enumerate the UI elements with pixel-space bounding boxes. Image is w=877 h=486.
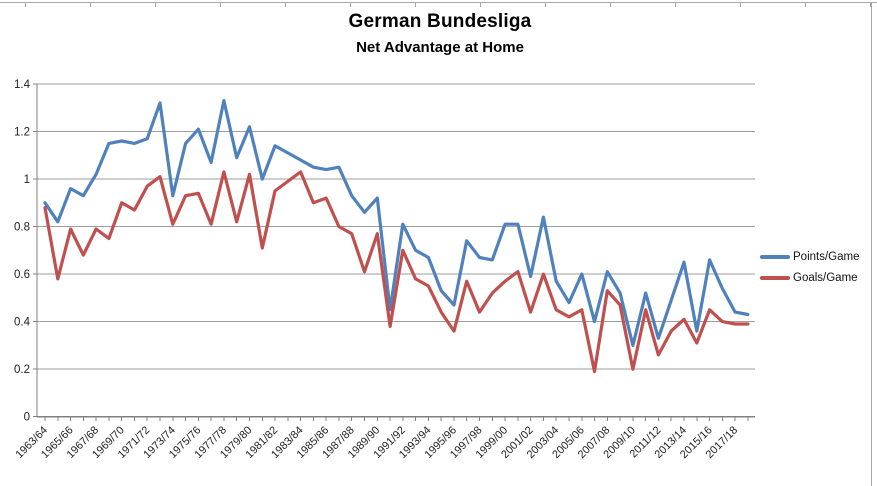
legend-label: Points/Game — [793, 251, 860, 263]
spreadsheet-row-gridline — [0, 2, 877, 3]
points-per-game-series-line[interactable] — [43, 98, 750, 347]
svg-text:0.6: 0.6 — [14, 269, 30, 281]
chart-subtitle[interactable]: Net Advantage at Home — [356, 39, 524, 56]
spreadsheet-column-stub — [805, 2, 806, 7]
svg-text:1.4: 1.4 — [14, 79, 31, 91]
spreadsheet-column-gridline — [871, 2, 872, 486]
svg-text:1: 1 — [24, 174, 30, 186]
spreadsheet-column-stub — [740, 2, 741, 7]
chart-title[interactable]: German Bundesliga — [348, 11, 532, 32]
legend-label: Goals/Game — [793, 272, 858, 284]
svg-text:0.8: 0.8 — [14, 222, 30, 234]
points-series-swatch — [760, 255, 790, 259]
svg-text:0: 0 — [24, 412, 30, 424]
spreadsheet-column-stub — [610, 2, 611, 7]
gridlines — [37, 83, 755, 418]
y-axis-ticks-and-labels: 0 0.2 0.4 0.6 0.8 1 1.2 1.4 — [14, 79, 37, 424]
spreadsheet-column-stub — [285, 2, 286, 7]
svg-text:0.4: 0.4 — [14, 317, 31, 329]
x-axis-labels: 1963/641965/661967/681969/701971/721973/… — [14, 424, 741, 461]
spreadsheet-column-stub — [220, 2, 221, 7]
spreadsheet-column-stub — [350, 2, 351, 7]
spreadsheet-column-stub — [545, 2, 546, 7]
spreadsheet-column-stub — [25, 2, 26, 7]
goals-series-swatch — [760, 276, 790, 280]
legend-item-goals-per-game[interactable]: Goals/Game — [760, 272, 870, 284]
chart-legend: Points/Game Goals/Game — [760, 251, 870, 284]
spreadsheet-column-stub — [480, 2, 481, 7]
goals-per-game-series-line[interactable] — [43, 170, 750, 374]
spreadsheet-column-stub — [90, 2, 91, 7]
x-axis-ticks — [44, 416, 749, 422]
svg-text:0.2: 0.2 — [14, 364, 30, 376]
spreadsheet-column-stub — [155, 2, 156, 7]
spreadsheet-column-stub — [675, 2, 676, 7]
spreadsheet-column-stub — [870, 2, 871, 7]
svg-text:1.2: 1.2 — [14, 127, 30, 139]
legend-item-points-per-game[interactable]: Points/Game — [760, 251, 870, 263]
spreadsheet-column-stub — [415, 2, 416, 7]
